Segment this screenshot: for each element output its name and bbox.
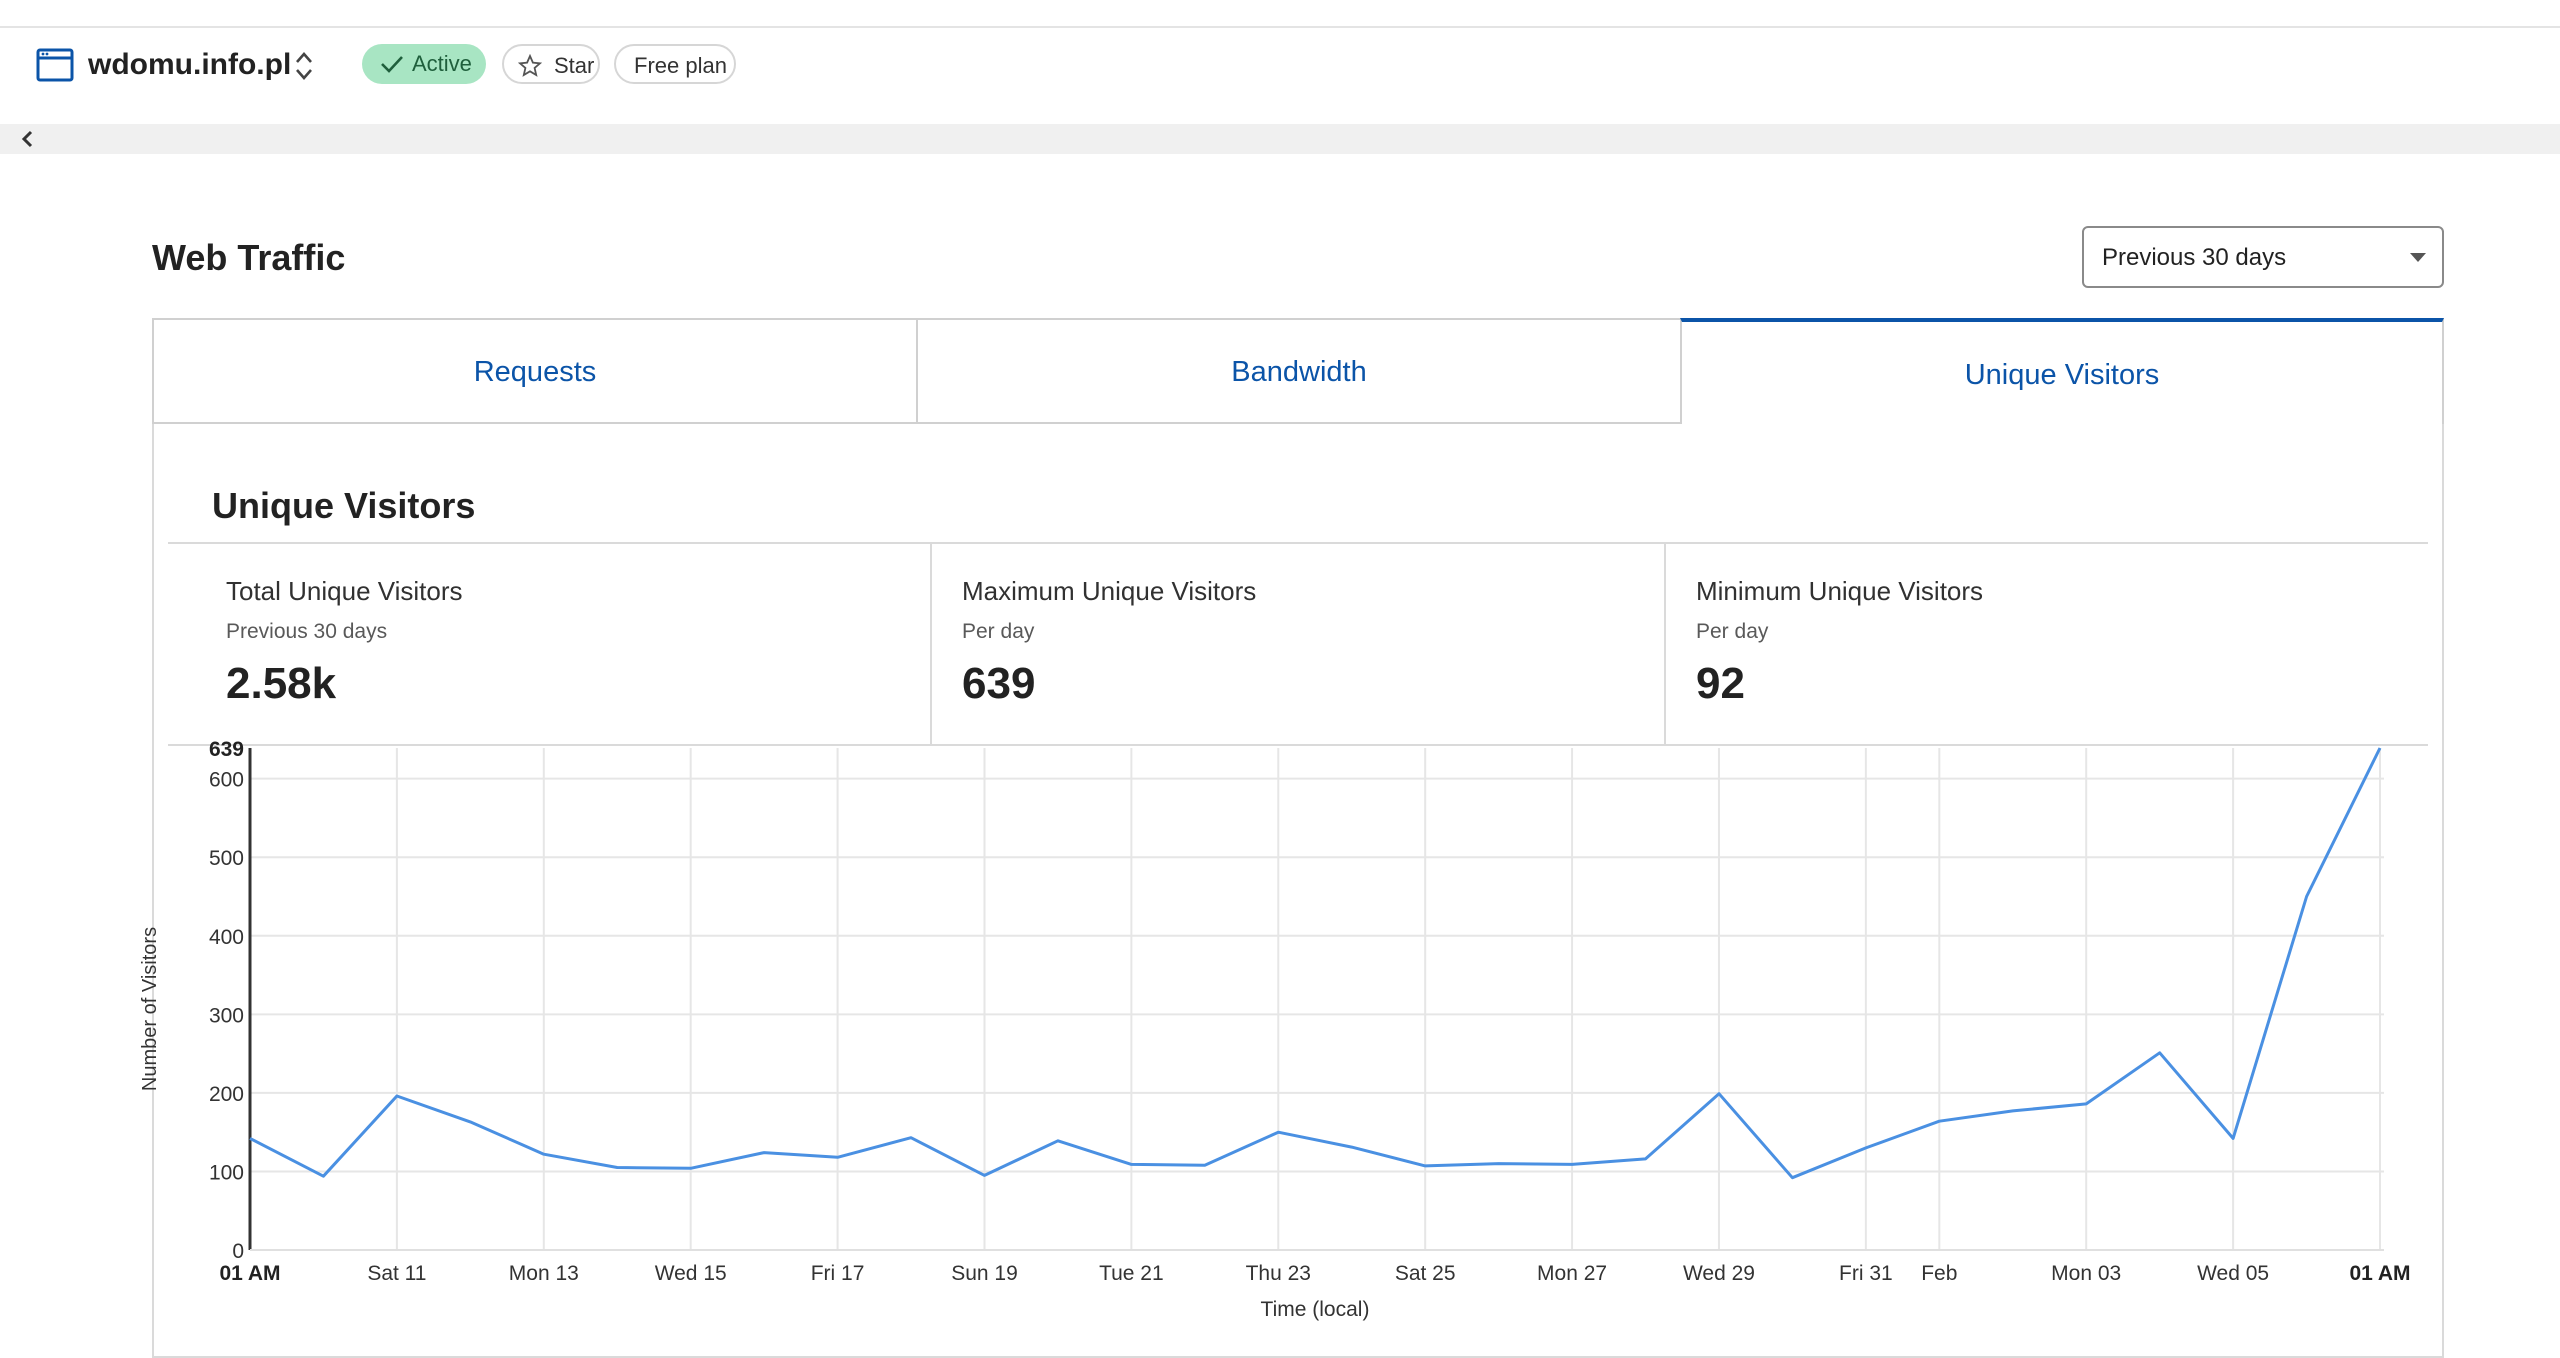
x-tick-label: Sat 25 (1395, 1262, 1456, 1285)
x-tick-label: Mon 03 (2051, 1262, 2121, 1285)
x-tick-label: Sun 19 (951, 1262, 1018, 1285)
stats-row: Total Unique Visitors Previous 30 days 2… (168, 542, 2428, 746)
x-end-label: 01 AM (2349, 1262, 2410, 1285)
x-tick-label: Thu 23 (1246, 1262, 1311, 1285)
x-tick-label: Mon 27 (1537, 1262, 1607, 1285)
plan-badge[interactable]: Free plan (614, 44, 736, 84)
stat-label: Maximum Unique Visitors (962, 576, 1257, 606)
x-tick-label: Wed 29 (1683, 1262, 1755, 1285)
stat-maximum: Maximum Unique Visitors Per day 639 (932, 544, 1666, 744)
x-tick-label: Fri 17 (811, 1262, 865, 1285)
site-switch-chevrons-icon[interactable] (292, 48, 316, 84)
collapse-chevron-left-icon[interactable] (12, 126, 42, 152)
x-tick-label: Feb (1921, 1262, 1957, 1285)
x-start-label: 01 AM (219, 1262, 280, 1285)
x-tick-label: Wed 15 (655, 1262, 727, 1285)
stat-value: 639 (962, 659, 1036, 708)
stat-minimum: Minimum Unique Visitors Per day 92 (1666, 544, 2428, 744)
y-tick-label: 0 (232, 1240, 244, 1263)
site-name: wdomu.info.pl (88, 48, 292, 81)
x-tick-label: Wed 05 (2197, 1262, 2269, 1285)
x-tick-label: Mon 13 (509, 1262, 579, 1285)
stat-label: Total Unique Visitors (226, 576, 463, 606)
check-icon (381, 56, 403, 73)
star-label: Star (554, 53, 595, 78)
top-border (0, 0, 2560, 28)
status-label: Active (412, 51, 472, 76)
y-tick-label: 300 (209, 1004, 244, 1027)
y-tick-label: 200 (209, 1083, 244, 1106)
sidebar-collapse-bar (0, 124, 2560, 154)
panel-title: Unique Visitors (212, 485, 476, 526)
y-axis-label: Number of Visitors (139, 927, 161, 1091)
y-tick-label: 400 (209, 926, 244, 949)
tab-bandwidth[interactable]: Bandwidth (916, 318, 1682, 424)
y-max-label: 639 (209, 740, 244, 761)
y-tick-label: 100 (209, 1161, 244, 1184)
time-range-select[interactable]: Previous 30 days (2082, 226, 2444, 288)
stat-sublabel: Previous 30 days (226, 620, 388, 643)
stat-value: 92 (1696, 659, 1745, 708)
star-icon (518, 54, 542, 77)
y-tick-label: 600 (209, 769, 244, 792)
status-badge: Active (362, 44, 486, 84)
stat-sublabel: Per day (962, 620, 1035, 643)
unique-visitors-chart: 0 100 200 300 400 500 600 639 Sat 11 Mon 13 Wed 15… (139, 740, 2411, 1321)
stat-label: Minimum Unique Visitors (1696, 576, 1984, 606)
x-tick-label: Tue 21 (1099, 1262, 1164, 1285)
page-title: Web Traffic (152, 237, 346, 278)
stat-sublabel: Per day (1696, 620, 1769, 643)
x-tick-label: Sat 11 (367, 1262, 426, 1285)
time-range-value: Previous 30 days (2102, 244, 2287, 271)
chevron-down-icon (2410, 253, 2426, 262)
stat-total: Total Unique Visitors Previous 30 days 2… (168, 544, 932, 744)
x-tick-label: Fri 31 (1839, 1262, 1893, 1285)
y-tick-label: 500 (209, 847, 244, 870)
tab-unique-visitors[interactable]: Unique Visitors (1680, 318, 2444, 424)
series-line (249, 747, 2382, 1180)
tab-requests[interactable]: Requests (152, 318, 918, 424)
x-axis-label: Time (local) (1261, 1298, 1370, 1321)
stat-value: 2.58k (226, 659, 337, 708)
browser-window-icon (36, 48, 74, 82)
star-button[interactable]: Star (502, 44, 600, 84)
traffic-tabs: Requests Bandwidth Unique Visitors (152, 318, 2444, 426)
